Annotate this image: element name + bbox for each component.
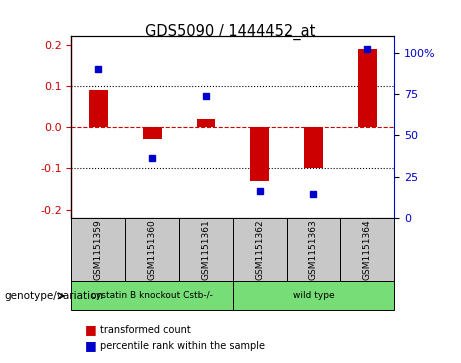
Text: GSM1151360: GSM1151360 bbox=[148, 219, 157, 280]
Text: percentile rank within the sample: percentile rank within the sample bbox=[100, 340, 266, 351]
Text: wild type: wild type bbox=[293, 291, 334, 300]
Text: GSM1151361: GSM1151361 bbox=[201, 219, 210, 280]
Bar bbox=[358, 49, 377, 127]
Text: ■: ■ bbox=[85, 339, 97, 352]
Bar bbox=[233, 218, 287, 281]
Bar bbox=[71, 281, 233, 310]
Bar bbox=[196, 119, 215, 127]
Bar bbox=[71, 218, 125, 281]
Text: transformed count: transformed count bbox=[100, 325, 191, 335]
Bar bbox=[143, 127, 161, 139]
Bar bbox=[250, 127, 269, 181]
Text: GSM1151363: GSM1151363 bbox=[309, 219, 318, 280]
Bar bbox=[89, 90, 108, 127]
Bar bbox=[125, 218, 179, 281]
Bar bbox=[233, 281, 394, 310]
Text: genotype/variation: genotype/variation bbox=[5, 291, 104, 301]
Text: GSM1151359: GSM1151359 bbox=[94, 219, 103, 280]
Bar bbox=[179, 218, 233, 281]
Bar bbox=[340, 218, 394, 281]
Bar bbox=[287, 218, 340, 281]
Text: GDS5090 / 1444452_at: GDS5090 / 1444452_at bbox=[145, 24, 316, 40]
Bar bbox=[304, 127, 323, 168]
Text: cystatin B knockout Cstb-/-: cystatin B knockout Cstb-/- bbox=[91, 291, 213, 300]
Text: GSM1151364: GSM1151364 bbox=[363, 219, 372, 280]
Text: GSM1151362: GSM1151362 bbox=[255, 219, 264, 280]
Text: ■: ■ bbox=[85, 323, 97, 336]
